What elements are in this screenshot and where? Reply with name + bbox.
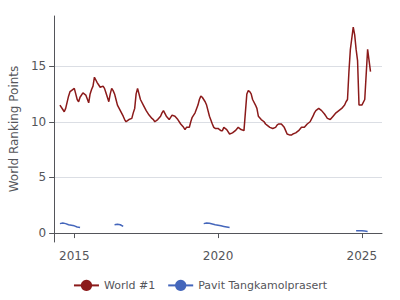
svg-text:World #1: World #1 xyxy=(104,279,155,292)
svg-text:2025: 2025 xyxy=(347,249,378,263)
svg-text:5: 5 xyxy=(39,170,47,184)
svg-text:2015: 2015 xyxy=(59,249,90,263)
svg-text:15: 15 xyxy=(31,59,46,73)
svg-text:World Ranking Points: World Ranking Points xyxy=(7,66,21,193)
svg-text:0: 0 xyxy=(39,226,47,240)
svg-text:2020: 2020 xyxy=(203,249,234,263)
svg-text:Pavit Tangkamolprasert: Pavit Tangkamolprasert xyxy=(198,279,328,292)
svg-text:10: 10 xyxy=(31,115,46,129)
